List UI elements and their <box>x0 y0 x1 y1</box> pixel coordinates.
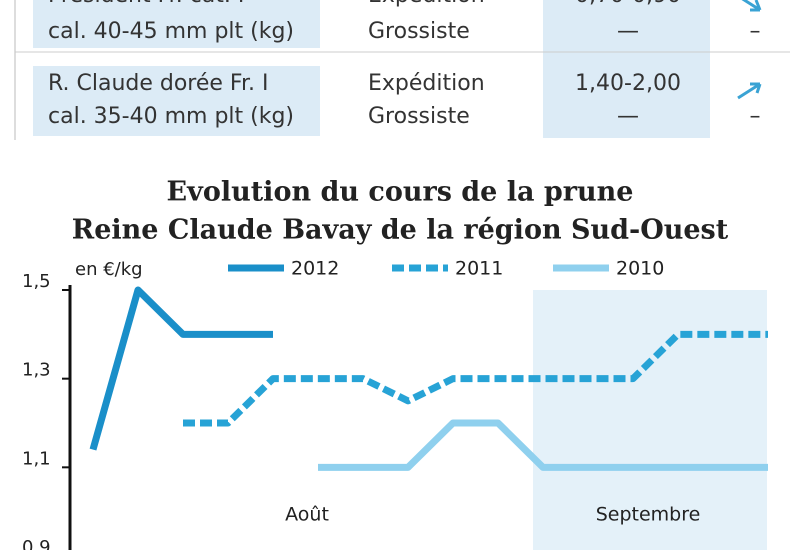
table-cell-text: 0,70-0,90 <box>575 0 681 8</box>
table-cell-text: – <box>750 104 761 129</box>
series-line <box>183 330 768 427</box>
table-cell-text: cal. 40-45 mm plt (kg) <box>48 19 294 44</box>
table-cell-text: Expédition <box>368 71 485 96</box>
legend-label: 2012 <box>291 258 339 280</box>
legend-label: 2011 <box>455 258 503 280</box>
table-cell-text: — <box>617 104 639 129</box>
series-line <box>318 419 768 471</box>
product-cell <box>33 0 320 48</box>
trend-up-icon <box>737 82 762 100</box>
table-cell-text: R. Claude dorée Fr. I <box>48 71 268 96</box>
y-tick-label: 1,5 <box>22 271 51 292</box>
table-cell-text: — <box>617 19 639 44</box>
table-cell-text: 1,40-2,00 <box>575 71 681 96</box>
chart-title: Evolution du cours de la prune <box>167 177 634 208</box>
table-cell-text: Expédition <box>368 0 485 8</box>
table-cell-text: Grossiste <box>368 19 470 44</box>
legend-label: 2010 <box>616 258 664 280</box>
product-cell <box>33 66 320 136</box>
y-tick-label: 0,9 <box>22 537 51 550</box>
month-label: Septembre <box>596 504 701 526</box>
chart-title: Reine Claude Bavay de la région Sud-Oues… <box>72 215 729 246</box>
y-tick-label: 1,1 <box>22 448 51 469</box>
table-cell-text: cal. 35-40 mm plt (kg) <box>48 104 294 129</box>
series-line <box>89 286 273 451</box>
y-tick-label: 1,3 <box>22 360 51 381</box>
table-cell-text: Grossiste <box>368 104 470 129</box>
september-shade <box>533 290 767 550</box>
trend-down-icon <box>741 0 762 12</box>
table-cell-text: Président Fr. cat. I <box>48 0 244 8</box>
table-cell-text: – <box>750 19 761 44</box>
y-axis-label: en €/kg <box>75 259 143 280</box>
month-label: Août <box>285 504 329 526</box>
price-column <box>543 0 710 138</box>
